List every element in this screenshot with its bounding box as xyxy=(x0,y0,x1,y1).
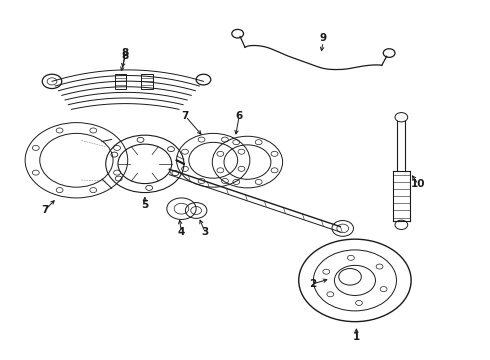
Bar xyxy=(142,74,153,89)
Text: 2: 2 xyxy=(309,279,316,289)
Text: 9: 9 xyxy=(319,33,327,43)
Text: 7: 7 xyxy=(182,111,189,121)
Bar xyxy=(115,74,126,89)
Text: 3: 3 xyxy=(201,227,209,237)
Text: 5: 5 xyxy=(141,200,148,210)
Text: 10: 10 xyxy=(411,179,426,189)
Text: 8: 8 xyxy=(122,51,129,61)
Text: 6: 6 xyxy=(236,111,243,121)
Text: 1: 1 xyxy=(353,332,360,342)
Text: 7: 7 xyxy=(41,206,49,216)
Text: 4: 4 xyxy=(178,227,185,237)
Text: 8: 8 xyxy=(122,48,129,58)
